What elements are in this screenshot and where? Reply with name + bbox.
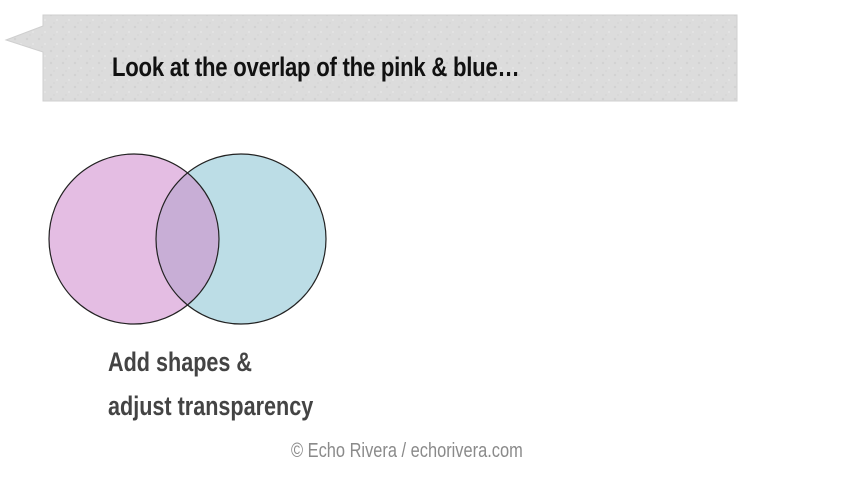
blue-circle-outline (155, 153, 327, 325)
caption-line-2: adjust transparency (108, 391, 314, 421)
venn-diagram (48, 153, 327, 325)
copyright-credit: © Echo Rivera / echorivera.com (291, 440, 523, 462)
pink-circle-outline (48, 153, 220, 325)
speech-bubble-shape (4, 14, 738, 102)
overlap-region (156, 154, 219, 324)
callout-heading: Look at the overlap of the pink & blue… (112, 52, 520, 82)
caption-line-1: Add shapes & (108, 347, 253, 377)
speech-bubble-callout (4, 14, 738, 102)
caption: Add shapes & adjust transparency (108, 340, 313, 428)
